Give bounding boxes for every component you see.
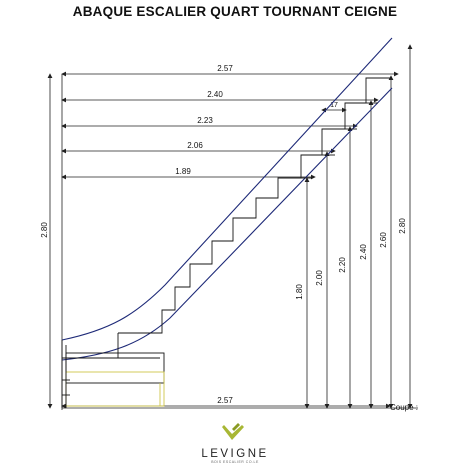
landing-block — [65, 352, 165, 407]
dim-2-57-top: 2.57 — [217, 64, 233, 73]
upper-stringer — [61, 37, 393, 341]
dim-2-80-right: 2.80 — [398, 218, 407, 234]
dim-2-40-height: 2.40 — [359, 244, 368, 260]
dim-2-60: 2.60 — [379, 232, 388, 248]
vertical-dimensions — [304, 44, 413, 409]
dim-1-89: 1.89 — [175, 167, 191, 176]
brand-name: LEVIGNE — [201, 448, 269, 460]
dim-1-80: 1.80 — [295, 284, 304, 300]
section-label: Coupe : — [390, 403, 418, 412]
dim-2-23: 2.23 — [197, 116, 213, 125]
levigne-logo-icon — [222, 423, 244, 440]
horizontal-dimensions — [61, 71, 399, 410]
dim-17: 17 — [330, 102, 338, 109]
stringers — [61, 37, 393, 361]
dim-2-06: 2.06 — [187, 141, 203, 150]
dim-2-20: 2.20 — [338, 257, 347, 273]
left-post — [61, 340, 70, 408]
diagram-title: ABAQUE ESCALIER QUART TOURNANT CEIGNE — [72, 4, 398, 19]
brand-block: LEVIGNE BOIS ESCALIER CO.LE — [200, 424, 270, 464]
dim-2-40: 2.40 — [207, 90, 223, 99]
dim-2-80-left: 2.80 — [40, 222, 49, 238]
steps — [62, 77, 392, 359]
dim-2-57-bottom: 2.57 — [217, 396, 233, 405]
dim-2-00: 2.00 — [315, 270, 324, 286]
brand-tagline: BOIS ESCALIER CO.LE — [211, 460, 259, 464]
